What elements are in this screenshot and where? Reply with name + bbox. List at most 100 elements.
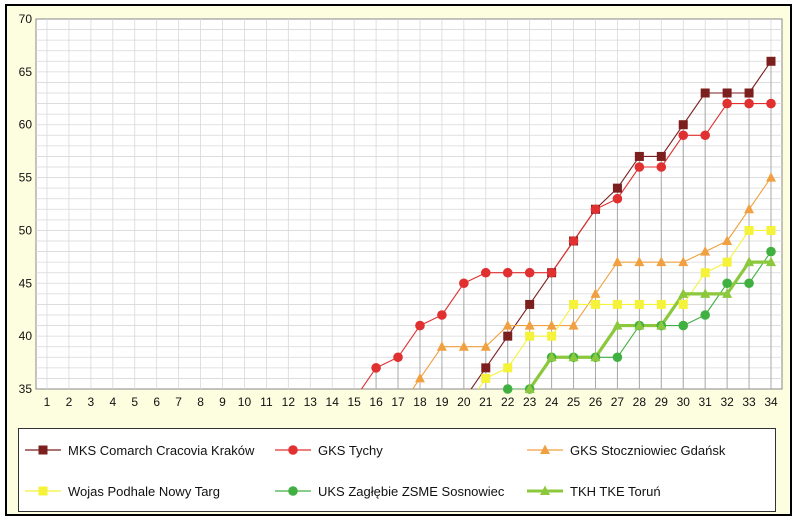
series-1-point: [481, 363, 491, 373]
y-tick-label: 55: [19, 171, 33, 185]
series-2-point: [437, 310, 447, 320]
series-6-point: [722, 288, 733, 298]
series-3-point: [744, 203, 755, 214]
series-4-point: [503, 363, 513, 373]
series-2-point: [524, 267, 535, 278]
x-tick-label: 3: [88, 395, 95, 409]
series-1-point: [722, 88, 732, 98]
legend-swatch: [527, 444, 563, 454]
series-1-point: [525, 299, 535, 309]
series-2-point: [393, 352, 403, 363]
series-4-point: [525, 331, 535, 341]
y-tick-label: 65: [19, 65, 33, 79]
series-2-point: [612, 193, 623, 204]
legend-item: MKS Comarch Cracovia Kraków: [25, 440, 254, 460]
series-3-line: [411, 177, 772, 389]
x-tick-label: 14: [326, 395, 340, 409]
series-6-point: [766, 256, 776, 267]
series-5-point: [744, 278, 754, 289]
series-5-point: [722, 278, 732, 289]
series-3-point: [524, 320, 535, 330]
x-tick-label: 13: [304, 395, 318, 409]
x-tick-label: 32: [720, 395, 734, 409]
x-tick-label: 7: [175, 395, 182, 409]
x-tick-label: 11: [260, 395, 273, 409]
y-tick-label: 50: [19, 223, 33, 237]
series-2-point: [459, 278, 469, 289]
x-tick-label: 16: [369, 395, 383, 409]
series-2-point: [480, 267, 491, 278]
series-2-point: [766, 98, 776, 109]
legend-item: GKS Stoczniowiec Gdańsk: [527, 440, 725, 460]
series-4-point: [656, 299, 666, 309]
legend-label: Wojas Podhale Nowy Targ: [68, 483, 220, 499]
legend-swatch: [527, 485, 563, 495]
legend-item: UKS Zagłębie ZSME Sosnowiec: [275, 481, 504, 501]
series-3-point: [546, 320, 557, 330]
series-3-point: [678, 256, 689, 267]
series-4-point: [481, 373, 491, 383]
x-tick-label: 2: [66, 395, 73, 409]
series-1-point: [503, 331, 513, 341]
x-tick-label: 21: [479, 395, 493, 409]
series-4-point: [700, 268, 710, 278]
series-2-point: [722, 98, 732, 109]
series-6-point: [700, 288, 711, 298]
series-6-point: [744, 256, 755, 267]
series-3-point: [612, 256, 623, 267]
x-tick-label: 33: [742, 395, 756, 409]
y-tick-label: 40: [19, 329, 33, 343]
series-5-point: [612, 352, 623, 363]
x-tick-label: 20: [457, 395, 471, 409]
x-tick-label: 12: [282, 395, 296, 409]
series-1-point: [700, 88, 710, 98]
series-1-point: [744, 88, 754, 98]
legend-item: GKS Tychy: [275, 440, 383, 460]
series-6-point: [678, 288, 689, 298]
x-tick-label: 10: [238, 395, 252, 409]
y-tick-label: 60: [19, 118, 33, 132]
legend-swatch: [275, 445, 311, 455]
x-tick-label: 31: [699, 395, 713, 409]
x-tick-label: 18: [413, 395, 427, 409]
legend-label: MKS Comarch Cracovia Kraków: [68, 442, 255, 458]
series-3-point: [722, 235, 733, 245]
series-2-point: [700, 130, 710, 141]
legend-label: GKS Stoczniowiec Gdańsk: [570, 442, 726, 458]
legend-swatch: [275, 486, 311, 496]
series-2-point: [656, 162, 667, 172]
series-6-point: [634, 320, 645, 330]
x-tick-label: 8: [197, 395, 204, 409]
x-tick-label: 1: [44, 395, 51, 409]
series-3-point: [700, 246, 711, 256]
chart-legend: MKS Comarch Cracovia Kraków GKS Tychy GKS …: [18, 428, 776, 512]
series-3-point: [502, 320, 513, 330]
series-3-point: [480, 341, 491, 351]
series-3-point: [414, 372, 425, 383]
series-6-point: [612, 320, 623, 330]
series-1-point: [656, 151, 666, 161]
series-2-point: [371, 363, 381, 373]
series-2-point: [590, 204, 601, 215]
x-tick-label: 5: [131, 395, 138, 409]
x-tick-label: 23: [523, 395, 537, 409]
series-2-point: [634, 162, 645, 172]
series-3-point: [590, 288, 601, 298]
series-3-point: [458, 341, 469, 351]
x-tick-label: 29: [655, 395, 669, 409]
y-tick-label: 45: [19, 276, 33, 290]
series-6-point: [590, 351, 601, 362]
chart-frame: 35 40 45 50 55 60 65 70 1 2 3 4 5 6 7 8 9 10 11 12 13 14 15 16 1…: [5, 4, 792, 516]
y-tick-label: 35: [19, 382, 33, 396]
series-1-point: [612, 183, 622, 193]
series-6-point: [656, 320, 667, 330]
series-4-point: [634, 299, 644, 309]
series-1-point: [678, 120, 688, 130]
x-tick-label: 15: [347, 395, 361, 409]
series-3-point: [766, 172, 776, 182]
x-tick-label: 17: [391, 395, 405, 409]
series-6-point: [524, 383, 535, 393]
x-tick-label: 19: [435, 395, 449, 409]
series-6-point: [546, 351, 557, 362]
